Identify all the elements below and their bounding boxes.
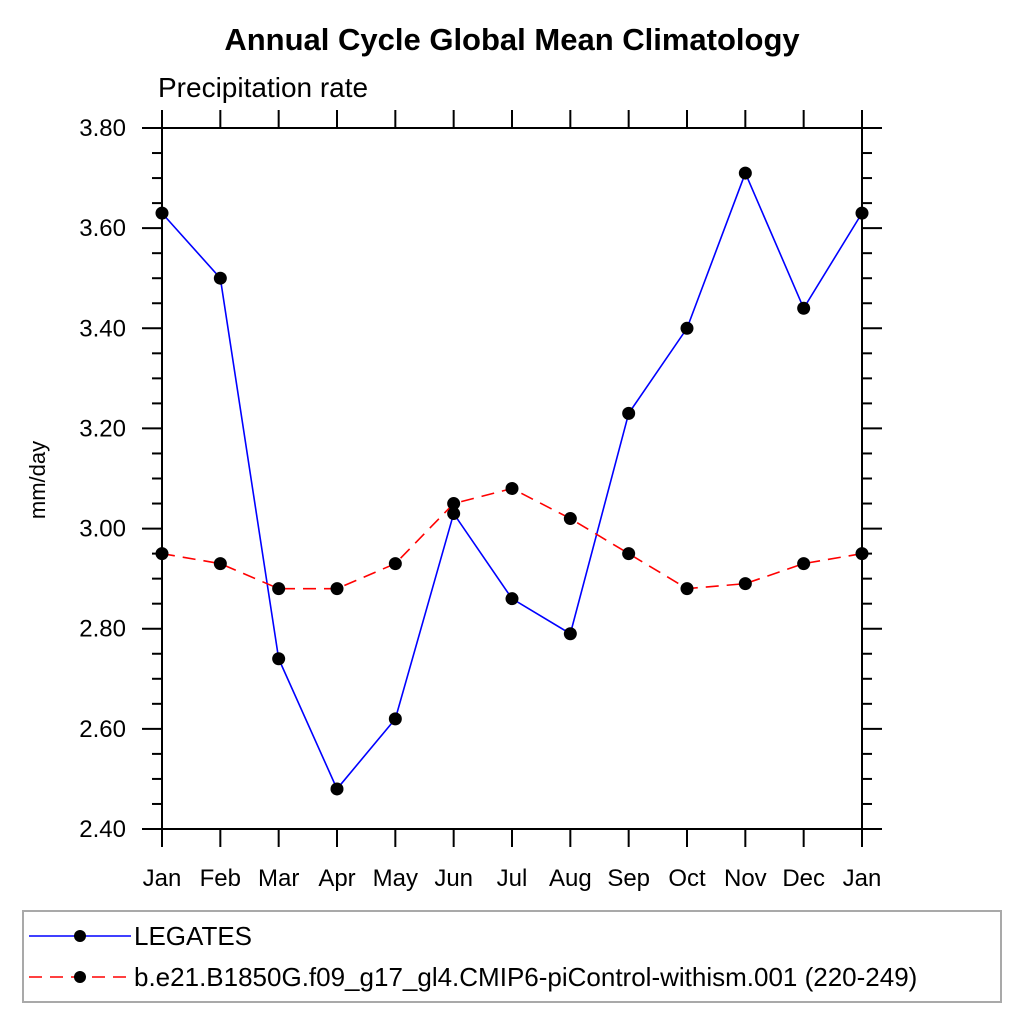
x-axis-tick-label: Feb xyxy=(200,865,241,892)
y-axis-tick-label: 2.80 xyxy=(79,616,126,643)
data-point xyxy=(738,166,752,180)
data-point xyxy=(622,547,636,561)
data-point xyxy=(330,782,344,796)
x-axis-tick-label: Sep xyxy=(607,865,650,892)
legend-marker-icon xyxy=(74,971,86,983)
data-point xyxy=(213,557,227,571)
legend-item-legates: LEGATES xyxy=(28,921,252,951)
x-axis-tick-label: Mar xyxy=(258,865,299,892)
y-axis-tick-label: 2.60 xyxy=(79,716,126,743)
y-axis-tick-label: 2.40 xyxy=(79,816,126,843)
data-point xyxy=(738,577,752,591)
legend-marker-icon xyxy=(74,930,86,942)
data-point xyxy=(330,582,344,596)
data-point xyxy=(388,557,402,571)
series-line-0 xyxy=(161,170,863,791)
data-point xyxy=(563,627,577,641)
legend-line-swatch-blue xyxy=(28,927,132,945)
data-point xyxy=(505,592,519,606)
x-axis-tick-label: Jul xyxy=(497,865,528,892)
chart-subtitle: Precipitation rate xyxy=(158,72,369,103)
axis-frame xyxy=(161,127,863,830)
legend: LEGATES b.e21.B1850G.f09_g17_gl4.CMIP6-p… xyxy=(22,910,1002,1003)
data-point xyxy=(622,406,636,420)
legend-label: b.e21.B1850G.f09_g17_gl4.CMIP6-piControl… xyxy=(134,961,918,992)
y-axis-tick-label: 3.20 xyxy=(79,415,126,442)
y-axis-tick-label: 3.40 xyxy=(79,315,126,342)
y-axis-tick-label: 3.80 xyxy=(79,115,126,142)
x-axis-tick-label: Jun xyxy=(434,865,473,892)
legend-item-model: b.e21.B1850G.f09_g17_gl4.CMIP6-piControl… xyxy=(28,962,917,992)
x-axis-tick-label: May xyxy=(373,865,418,892)
legend-label: LEGATES xyxy=(134,920,253,951)
data-point xyxy=(855,547,869,561)
x-axis-tick-label: Apr xyxy=(318,865,355,892)
data-point xyxy=(155,547,169,561)
legend-swatch-svg xyxy=(29,971,131,983)
data-point xyxy=(797,301,811,315)
data-point xyxy=(272,652,286,666)
legend-line-swatch-red-dashed xyxy=(28,968,132,986)
x-axis-tick-label: Aug xyxy=(549,865,592,892)
series-line-1 xyxy=(161,487,863,590)
data-point xyxy=(797,557,811,571)
y-axis-tick-label: 3.00 xyxy=(79,516,126,543)
x-axis-tick-label: Nov xyxy=(724,865,767,892)
data-point xyxy=(563,512,577,526)
data-point xyxy=(680,582,694,596)
data-point xyxy=(155,206,169,220)
x-axis-tick-label: Jan xyxy=(143,865,182,892)
legend-swatch-svg xyxy=(29,930,131,942)
data-point xyxy=(447,497,461,511)
data-point xyxy=(680,321,694,335)
x-axis-tick-label: Oct xyxy=(668,865,706,892)
y-axis-tick-label: 3.60 xyxy=(79,215,126,242)
data-point xyxy=(505,482,519,496)
x-axis-tick-label: Dec xyxy=(782,865,825,892)
data-point xyxy=(272,582,286,596)
chart-title: Annual Cycle Global Mean Climatology xyxy=(224,22,800,57)
data-point xyxy=(447,507,461,521)
data-point xyxy=(213,271,227,285)
data-point xyxy=(388,712,402,726)
data-point xyxy=(855,206,869,220)
x-axis-tick-label: Jan xyxy=(843,865,882,892)
